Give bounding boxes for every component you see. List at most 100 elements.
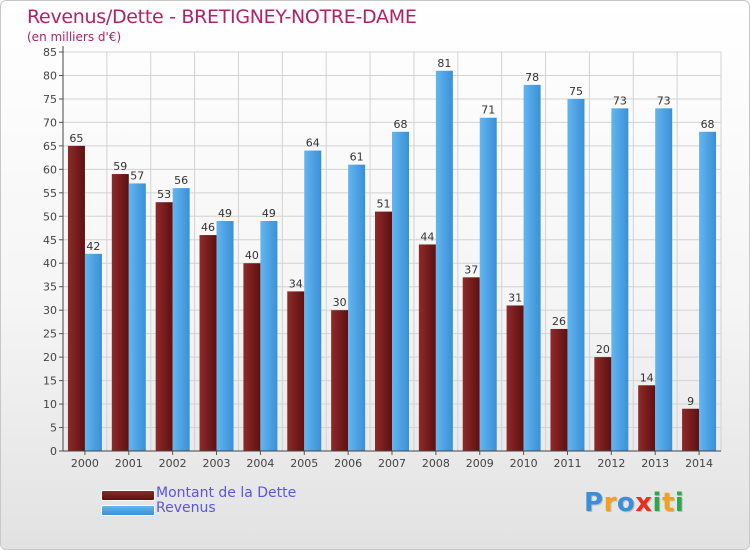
data-label: 73 <box>613 94 627 107</box>
x-tick-label: 2014 <box>685 457 713 470</box>
bar-dette <box>594 357 612 451</box>
x-tick-label: 2007 <box>378 457 406 470</box>
y-tick-label: 85 <box>43 46 57 59</box>
bar-dette <box>287 291 305 451</box>
bar-revenus <box>611 108 629 452</box>
data-label: 42 <box>86 240 100 253</box>
y-tick-label: 50 <box>43 210 57 223</box>
bar-layer <box>67 70 717 452</box>
data-label: 71 <box>481 104 495 117</box>
legend-label-debt: Montant de la Dette <box>156 485 297 501</box>
data-label: 49 <box>218 207 232 220</box>
bar-dette <box>111 174 129 451</box>
y-tick-label: 0 <box>50 445 57 458</box>
x-tick-label: 2004 <box>246 457 274 470</box>
bar-dette <box>155 202 173 451</box>
x-tick-label: 2009 <box>466 457 494 470</box>
x-tick-label: 2002 <box>159 457 187 470</box>
bar-dette <box>67 145 85 451</box>
y-tick-label: 80 <box>43 69 57 82</box>
data-label: 68 <box>394 118 408 131</box>
y-tick-label: 5 <box>50 422 57 435</box>
data-label: 26 <box>552 315 566 328</box>
y-tick-label: 25 <box>43 328 57 341</box>
data-label: 78 <box>525 71 539 84</box>
data-label: 49 <box>262 207 276 220</box>
y-tick-label: 20 <box>43 351 57 364</box>
y-tick-label: 45 <box>43 234 57 247</box>
data-label: 65 <box>69 132 83 145</box>
bar-revenus <box>304 150 322 451</box>
logo-letter: o <box>616 488 636 518</box>
data-label: 59 <box>113 160 127 173</box>
bar-revenus <box>172 188 190 452</box>
bar-revenus <box>260 220 278 451</box>
bar-revenus <box>435 70 453 451</box>
chart-title: Revenus/Dette - BRETIGNEY-NOTRE-DAME <box>27 6 417 28</box>
logo-letter: t <box>661 488 675 518</box>
y-tick-label: 40 <box>43 257 57 270</box>
y-tick-label: 55 <box>43 187 57 200</box>
chart-subtitle: (en milliers d'€) <box>27 30 122 44</box>
bar-revenus <box>84 253 102 451</box>
y-tick-label: 75 <box>43 93 57 106</box>
x-tick-label: 2012 <box>597 457 625 470</box>
data-label: 53 <box>157 188 171 201</box>
data-label: 61 <box>350 151 364 164</box>
y-tick-label: 70 <box>43 116 57 129</box>
y-tick-label: 15 <box>43 375 57 388</box>
bar-revenus <box>392 131 409 452</box>
x-tick-label: 2005 <box>290 457 318 470</box>
data-label: 73 <box>657 94 671 107</box>
data-label: 34 <box>289 277 303 290</box>
bar-dette <box>243 263 261 451</box>
axis-layer: 0 5 10 15 20 25 30 35 40 45 50 55 60 65 70 75 80 85 2000 20… <box>43 46 721 470</box>
legend-swatch-revenue <box>101 505 155 516</box>
y-tick-label: 65 <box>43 140 57 153</box>
x-tick-label: 2001 <box>115 457 143 470</box>
data-label: 40 <box>245 249 259 262</box>
data-label: 75 <box>569 85 583 98</box>
x-tick-label: 2006 <box>334 457 362 470</box>
x-tick-label: 2013 <box>641 457 669 470</box>
data-label: 44 <box>420 230 434 243</box>
y-tick-label: 60 <box>43 163 57 176</box>
x-tick-label: 2000 <box>71 457 99 470</box>
data-label: 20 <box>596 343 610 356</box>
bar-revenus <box>479 117 497 451</box>
x-tick-label: 2008 <box>422 457 450 470</box>
y-tick-label: 30 <box>43 304 57 317</box>
bar-dette <box>682 408 700 451</box>
data-label: 64 <box>306 137 320 150</box>
data-label: 56 <box>174 174 188 187</box>
y-tick-label: 35 <box>43 281 57 294</box>
x-tick-label: 2011 <box>553 457 581 470</box>
data-label: 68 <box>701 118 715 131</box>
data-label: 46 <box>201 221 215 234</box>
logo-letter: i <box>674 488 685 518</box>
logo-letter: r <box>603 488 617 518</box>
bar-dette <box>638 385 656 451</box>
legend-label-revenue: Revenus <box>156 500 216 516</box>
data-label: 30 <box>333 296 347 309</box>
bar-dette <box>550 328 568 451</box>
y-tick-label: 10 <box>43 398 57 411</box>
bar-dette <box>418 244 436 451</box>
bar-revenus <box>348 164 366 452</box>
label-layer: 6542595753564649404934643061516844813771… <box>69 57 714 408</box>
bar-revenus <box>523 84 541 451</box>
bar-revenus <box>128 183 146 451</box>
legend-swatch-debt <box>101 490 155 501</box>
bar-dette <box>375 211 392 451</box>
logo-letter: x <box>635 488 653 518</box>
data-label: 81 <box>437 57 451 70</box>
logo-letter: i <box>652 488 662 518</box>
bar-revenus <box>216 220 234 451</box>
data-label: 14 <box>640 371 654 384</box>
bar-revenus <box>655 108 673 452</box>
data-label: 57 <box>130 169 144 182</box>
x-tick-label: 2010 <box>510 457 538 470</box>
data-label: 31 <box>508 291 522 304</box>
bar-dette <box>331 310 349 451</box>
